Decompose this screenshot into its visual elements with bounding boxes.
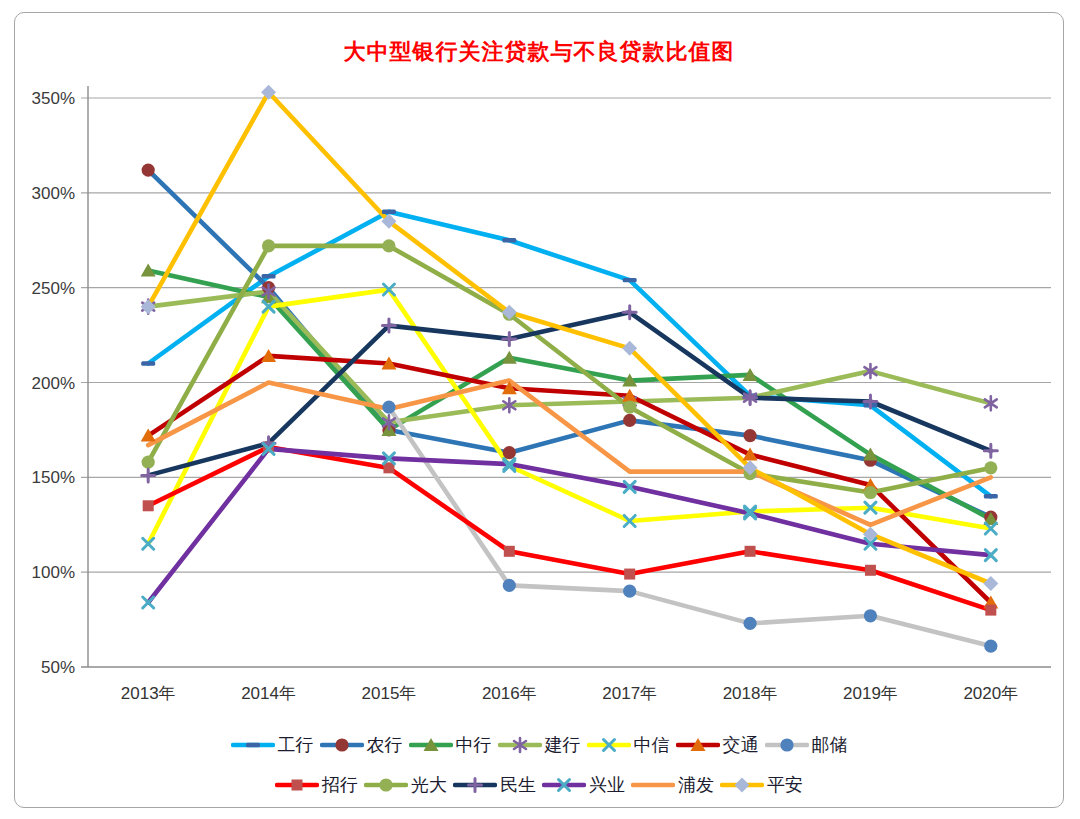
legend-item-label: 工行 bbox=[278, 733, 314, 757]
legend-item-8: 光大 bbox=[364, 773, 447, 797]
legend-item-7: 招行 bbox=[275, 773, 358, 797]
legend-item-label: 平安 bbox=[767, 773, 803, 797]
legend-marker-glyph bbox=[320, 735, 364, 755]
legend-item-label: 光大 bbox=[411, 773, 447, 797]
legend-marker-glyph bbox=[231, 735, 275, 755]
legend-marker-glyph bbox=[498, 735, 542, 755]
x-axis-tick-label: 2018年 bbox=[723, 684, 778, 703]
legend-marker-glyph bbox=[676, 735, 720, 755]
series-line-6 bbox=[389, 407, 991, 646]
chart-legend-row-2: 招行 光大 民生 兴业 浦发 平安 bbox=[15, 773, 1063, 797]
legend-item-2: 中行 bbox=[409, 733, 492, 757]
legend-item-0: 工行 bbox=[231, 733, 314, 757]
legend-marker-glyph bbox=[587, 735, 631, 755]
series-markers-1 bbox=[142, 163, 998, 523]
legend-marker-glyph bbox=[631, 775, 675, 795]
x-axis-tick-label: 2014年 bbox=[241, 684, 296, 703]
legend-item-label: 中信 bbox=[634, 733, 670, 757]
chart-figure: 大中型银行关注贷款与不良贷款比值图 50%100%150%200%250%300… bbox=[14, 12, 1064, 808]
x-axis-tick-label: 2016年 bbox=[482, 684, 537, 703]
legend-item-6: 邮储 bbox=[765, 733, 848, 757]
legend-item-label: 招行 bbox=[322, 773, 358, 797]
legend-item-9: 民生 bbox=[453, 773, 536, 797]
legend-marker-glyph bbox=[409, 735, 453, 755]
legend-item-4: 中信 bbox=[587, 733, 670, 757]
line-chart-plot: 50% 100% 150% 200% 250% 300% 350% 2013年 2014年 201… bbox=[15, 13, 1064, 808]
legend-item-11: 浦发 bbox=[631, 773, 714, 797]
x-axis-tick-label: 2013年 bbox=[121, 684, 176, 703]
legend-item-10: 兴业 bbox=[542, 773, 625, 797]
legend-item-label: 邮储 bbox=[812, 733, 848, 757]
legend-marker-glyph bbox=[364, 775, 408, 795]
legend-marker-glyph bbox=[765, 735, 809, 755]
series-line-5 bbox=[148, 356, 991, 603]
y-axis-tick-label: 150% bbox=[32, 468, 75, 487]
y-axis-tick-label: 300% bbox=[32, 184, 75, 203]
legend-marker-glyph bbox=[453, 775, 497, 795]
y-axis-tick-label: 100% bbox=[32, 563, 75, 582]
legend-marker-glyph bbox=[275, 775, 319, 795]
y-axis-tick-label: 250% bbox=[32, 279, 75, 298]
legend-item-5: 交通 bbox=[676, 733, 759, 757]
legend-item-label: 建行 bbox=[545, 733, 581, 757]
series-line-1 bbox=[148, 170, 991, 517]
legend-marker-glyph bbox=[542, 775, 586, 795]
series-line-10 bbox=[148, 449, 991, 603]
legend-item-12: 平安 bbox=[720, 773, 803, 797]
legend-item-label: 浦发 bbox=[678, 773, 714, 797]
legend-item-label: 交通 bbox=[723, 733, 759, 757]
legend-item-label: 中行 bbox=[456, 733, 492, 757]
y-axis-tick-label: 350% bbox=[32, 89, 75, 108]
x-axis-tick-label: 2017年 bbox=[602, 684, 657, 703]
legend-item-3: 建行 bbox=[498, 733, 581, 757]
x-axis-tick-label: 2020年 bbox=[963, 684, 1018, 703]
x-axis-tick-label: 2019年 bbox=[843, 684, 898, 703]
chart-legend-row-1: 工行 农行 中行 建行 中信 交通 邮储 bbox=[15, 733, 1063, 757]
y-axis-tick-label: 200% bbox=[32, 374, 75, 393]
legend-item-label: 民生 bbox=[500, 773, 536, 797]
legend-item-label: 兴业 bbox=[589, 773, 625, 797]
y-axis-tick-label: 50% bbox=[41, 658, 75, 677]
legend-item-label: 农行 bbox=[367, 733, 403, 757]
legend-item-1: 农行 bbox=[320, 733, 403, 757]
x-axis-tick-label: 2015年 bbox=[362, 684, 417, 703]
legend-marker-glyph bbox=[720, 775, 764, 795]
series-markers-12 bbox=[141, 85, 999, 591]
